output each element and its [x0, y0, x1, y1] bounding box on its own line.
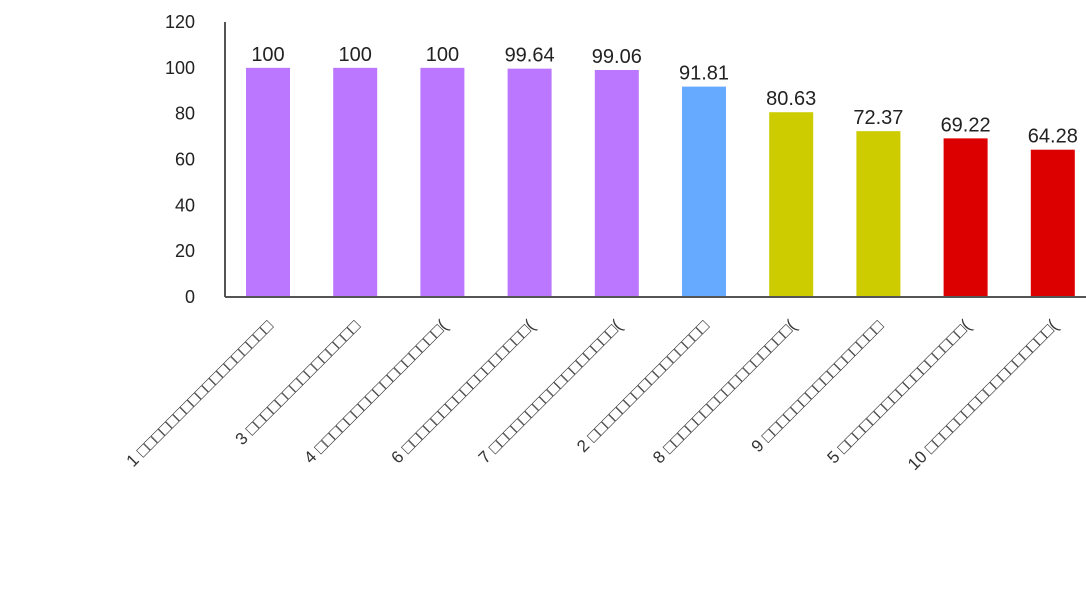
bar-value-label: 64.28: [1028, 126, 1078, 148]
bar-value-label: 100: [339, 44, 372, 66]
y-tick-label: 20: [175, 241, 195, 261]
bar-value-label: 100: [426, 44, 459, 66]
bar: [507, 68, 552, 298]
bar: [943, 138, 988, 297]
category-label: 8 □□□□□□□□□□□□□□□□□(: [649, 316, 800, 467]
y-tick-label: 60: [175, 150, 195, 170]
bar: [420, 67, 465, 297]
bar: [682, 86, 726, 297]
bar: [1030, 149, 1075, 297]
category-label: 1 □□□□□□□□□□□□□□□□□□: [123, 316, 277, 470]
y-tick-label: 40: [175, 195, 195, 215]
y-tick-label: 80: [175, 104, 195, 124]
category-label: 6 □□□□□□□□□□□□□□□□□(: [388, 316, 539, 467]
category-label: 5 □□□□□□□□□□□□□□□□□(: [824, 316, 975, 467]
category-label: 7 □□□□□□□□□□□□□□□□□(: [475, 316, 626, 467]
bar-value-label: 100: [251, 44, 284, 66]
bar-value-label: 91.81: [679, 63, 729, 85]
y-tick-label: 0: [185, 287, 195, 307]
category-labels: 1 □□□□□□□□□□□□□□□□□□3 □□□□□□□□□□□□□□□4 □…: [123, 316, 1062, 474]
bar-value-label: 72.37: [853, 107, 903, 129]
category-label: 10 □□□□□□□□□□□□□□□□□(: [904, 316, 1062, 474]
bar: [856, 131, 901, 297]
bar-value-label: 99.06: [592, 46, 642, 68]
bar: [246, 67, 290, 297]
y-tick-label: 100: [165, 58, 195, 78]
bar: [333, 67, 378, 297]
bars: [246, 67, 1075, 298]
bar-value-label: 69.22: [941, 114, 991, 136]
y-tick-label: 120: [165, 12, 195, 32]
bar-value-label: 80.63: [766, 88, 816, 110]
category-label: 4 □□□□□□□□□□□□□□□□□(: [300, 316, 451, 467]
bar-value-label: 99.64: [505, 45, 555, 67]
bar: [594, 69, 639, 297]
data-labels: 100 100 100 99.64 99.06 91.81 80.63 72.37 69.22 6…: [251, 44, 1078, 148]
y-axis-ticks: 0 20 40 60 80 100 120: [165, 12, 195, 307]
bar: [769, 112, 814, 297]
